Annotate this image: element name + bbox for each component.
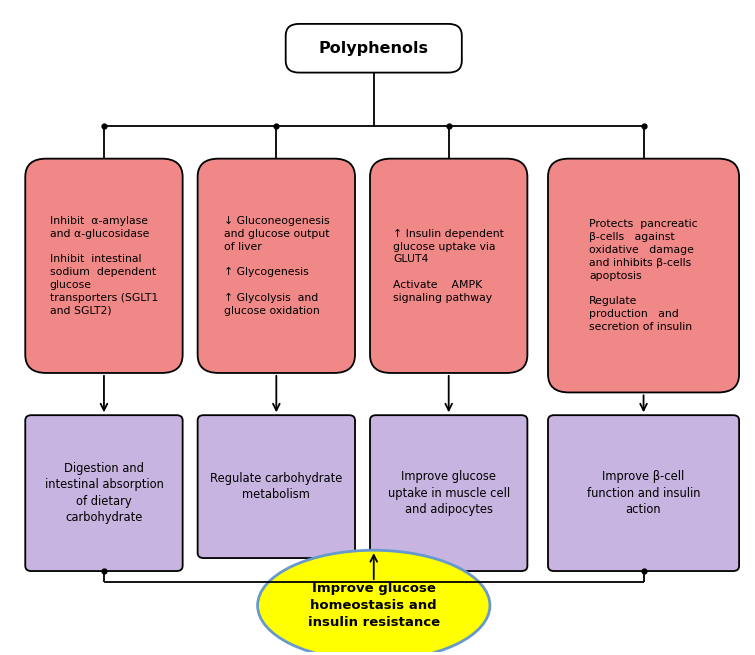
Text: Improve β-cell
function and insulin
action: Improve β-cell function and insulin acti… [587,470,701,516]
Text: Protects  pancreatic
β-cells   against
oxidative   damage
and inhibits β-cells
a: Protects pancreatic β-cells against oxid… [589,219,698,331]
FancyBboxPatch shape [370,415,528,571]
FancyBboxPatch shape [548,415,739,571]
Ellipse shape [257,550,490,655]
Text: Regulate carbohydrate
metabolism: Regulate carbohydrate metabolism [210,472,343,501]
FancyBboxPatch shape [198,415,355,558]
FancyBboxPatch shape [25,159,183,373]
Text: Improve glucose
uptake in muscle cell
and adipocytes: Improve glucose uptake in muscle cell an… [387,470,510,516]
Text: ↑ Insulin dependent
glucose uptake via
GLUT4

Activate    AMPK
signaling pathway: ↑ Insulin dependent glucose uptake via G… [393,229,504,303]
FancyBboxPatch shape [370,159,528,373]
Text: ↓ Gluconeogenesis
and glucose output
of liver

↑ Glycogenesis

↑ Glycolysis  and: ↓ Gluconeogenesis and glucose output of … [223,216,329,316]
FancyBboxPatch shape [285,24,462,73]
Text: Inhibit  α-amylase
and α-glucosidase

Inhibit  intestinal
sodium  dependent
gluc: Inhibit α-amylase and α-glucosidase Inhi… [50,216,158,316]
FancyBboxPatch shape [25,415,183,571]
FancyBboxPatch shape [198,159,355,373]
Text: Digestion and
intestinal absorption
of dietary
carbohydrate: Digestion and intestinal absorption of d… [45,462,163,525]
FancyBboxPatch shape [548,159,739,392]
Text: Polyphenols: Polyphenols [319,41,429,56]
Text: Improve glucose
homeostasis and
insulin resistance: Improve glucose homeostasis and insulin … [308,582,440,629]
